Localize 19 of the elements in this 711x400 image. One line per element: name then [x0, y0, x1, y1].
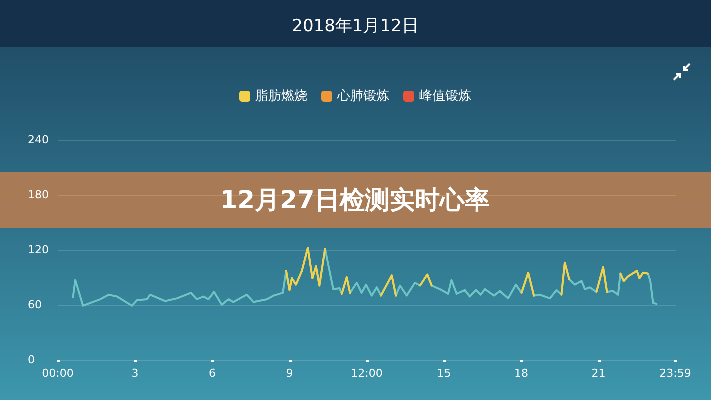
x-tick-label: 3 — [132, 367, 139, 380]
annotation: 12月27日检测实时心率 — [220, 186, 490, 214]
x-tick-label: 9 — [286, 367, 294, 380]
legend-label: 脂肪燃烧 — [256, 89, 308, 104]
legend-label: 峰值锻炼 — [420, 89, 472, 104]
x-tick-label: 6 — [209, 367, 216, 380]
y-tick-label: 240 — [28, 134, 49, 146]
y-tick-label: 180 — [28, 188, 49, 202]
x-tick-label: 23:59 — [660, 367, 692, 380]
chart-title: 2018年1月12日 — [292, 16, 419, 36]
y-tick-label: 0 — [28, 354, 35, 366]
x-tick-label: 21 — [592, 367, 606, 380]
y-tick-label: 120 — [28, 244, 49, 256]
x-tick-label: 15 — [437, 367, 452, 380]
x-tick-label: 12:00 — [351, 367, 383, 380]
y-tick-label: 60 — [28, 298, 42, 312]
x-tick-label: 18 — [514, 367, 528, 380]
x-tick-label: 00:00 — [42, 367, 74, 380]
legend-label: 心肺锻炼 — [336, 88, 390, 104]
